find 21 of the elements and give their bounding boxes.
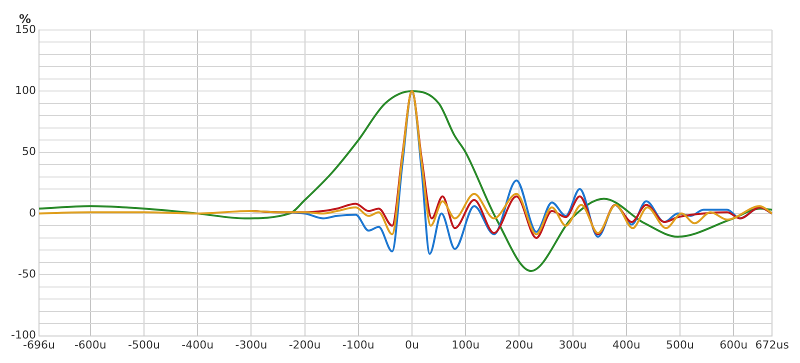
x-tick-label: 400u	[612, 338, 640, 352]
line-series	[38, 90, 772, 236]
x-tick-label: 500u	[666, 338, 694, 352]
x-tick-label: 100u	[452, 338, 480, 352]
x-tick-label: -600u	[74, 338, 106, 352]
y-tick-label: 0	[28, 206, 36, 220]
x-tick-label: -500u	[128, 338, 160, 352]
line-series	[38, 90, 772, 272]
x-tick-label: -696u	[22, 338, 55, 352]
x-tick-label: 300u	[558, 338, 587, 352]
x-tick-label: 0u	[404, 338, 419, 352]
x-tick-label: -400u	[182, 338, 214, 352]
y-tick-label: 100	[14, 84, 36, 98]
x-tick-label: -300u	[235, 338, 268, 352]
y-tick-label: -50	[18, 268, 36, 280]
x-tick-label: -200u	[288, 338, 321, 352]
x-tick-label: 600u	[720, 338, 748, 352]
x-tick-label: 672us	[755, 338, 790, 352]
y-tick-label: 50	[22, 145, 36, 158]
x-tick-label: 200u	[505, 338, 534, 352]
x-tick-label: -100u	[342, 338, 374, 352]
